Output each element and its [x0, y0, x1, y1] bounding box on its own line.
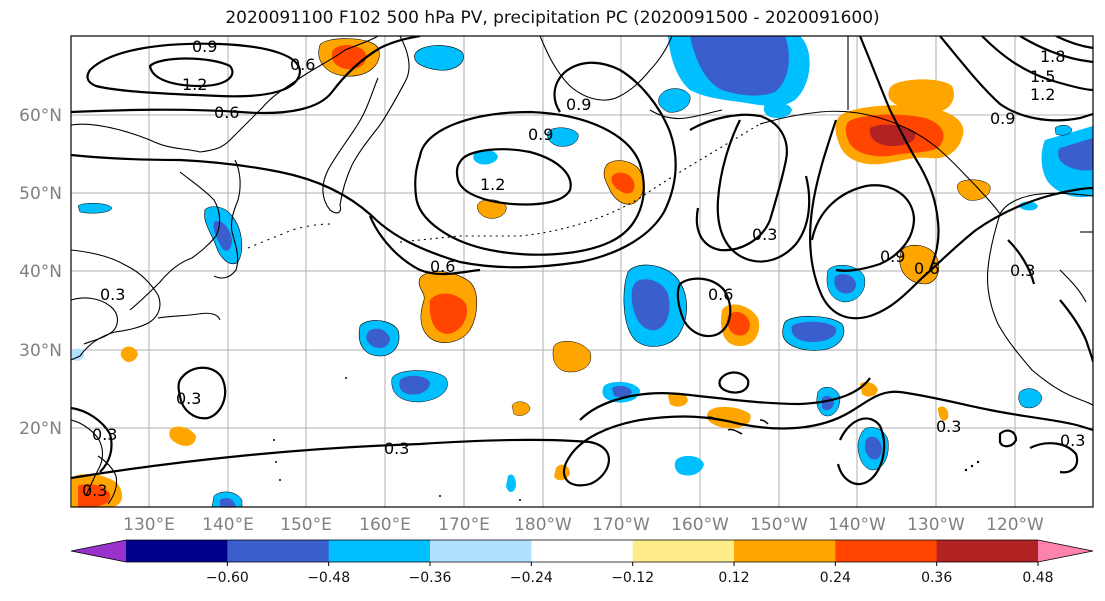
contour-label: 0.9: [880, 247, 905, 266]
contour-label: 0.3: [100, 285, 125, 304]
lon-label: 140°W: [828, 515, 886, 535]
contour-label: 0.3: [1060, 431, 1085, 450]
lon-label: 120°W: [986, 515, 1044, 535]
contour-label: 0.3: [936, 417, 961, 436]
contour-label: 0.3: [384, 439, 409, 458]
colorbar-tick-label: −0.60: [206, 570, 249, 586]
colorbar-tick-label: −0.48: [307, 570, 350, 586]
colorbar: −0.60 −0.48 −0.36 −0.24 −0.12 0.12 0.24 0.36 0.4…: [70, 539, 1094, 586]
colorbar-tick-label: 0.36: [921, 570, 952, 586]
lat-label: 20°N: [19, 419, 62, 439]
lon-label: 130°W: [907, 515, 965, 535]
contour-label: 1.2: [182, 75, 207, 94]
coastlines: [71, 36, 1093, 505]
contour-label: 1.2: [1030, 85, 1055, 104]
longitude-axis: 130°E 140°E 150°E 160°E 170°E 180°W 170°…: [123, 515, 1044, 535]
map-frame: [70, 35, 1094, 508]
colorbar-tick-label: −0.24: [510, 570, 553, 586]
colorbar-extend-high: [1038, 540, 1093, 562]
lon-label: 170°E: [438, 515, 490, 535]
colorbar-tick-label: 0.24: [820, 570, 851, 586]
lon-label: 160°W: [671, 515, 729, 535]
contour-label: 0.6: [430, 257, 455, 276]
lat-label: 40°N: [19, 262, 62, 282]
colorbar-tick-label: −0.12: [611, 570, 654, 586]
contour-label: 0.3: [176, 389, 201, 408]
colorbar-segment: [936, 540, 1039, 562]
lon-label: 160°E: [359, 515, 411, 535]
map-title: 2020091100 F102 500 hPa PV, precipitatio…: [225, 8, 880, 28]
colorbar-tick-label: 0.12: [718, 570, 749, 586]
lon-label: 150°W: [750, 515, 808, 535]
contour-label: 0.9: [192, 37, 217, 56]
lon-label: 140°E: [202, 515, 254, 535]
lon-label: 180°W: [514, 515, 572, 535]
colorbar-segment: [126, 540, 228, 562]
lat-label: 60°N: [19, 106, 62, 126]
contour-label: 0.6: [708, 285, 733, 304]
colorbar-tick-label: 0.48: [1022, 570, 1053, 586]
colorbar-segment: [734, 540, 836, 562]
lon-label: 150°E: [280, 515, 332, 535]
contour-label: 0.3: [92, 425, 117, 444]
contour-label: 0.6: [290, 55, 315, 74]
colorbar-extend-low: [71, 540, 126, 562]
contour-label: 0.9: [528, 125, 553, 144]
precip-anomaly-shading: [72, 36, 1093, 507]
colorbar-segment: [531, 540, 634, 562]
contour-label: 0.9: [990, 109, 1015, 128]
contour-label: 0.3: [82, 481, 107, 500]
islands: [273, 377, 980, 501]
colorbar-segment: [227, 540, 330, 562]
contour-label: 0.6: [914, 259, 939, 278]
lat-label: 50°N: [19, 184, 62, 204]
contour-label: 0.3: [1010, 261, 1035, 280]
contour-label: 1.2: [480, 175, 505, 194]
colorbar-segment: [328, 540, 431, 562]
colorbar-outline: [70, 539, 1094, 563]
contour-label: 0.3: [752, 225, 777, 244]
contour-labels: 0.9 1.2 0.6 0.6 0.9 0.9 1.2 0.6 0.3 0.9 …: [82, 37, 1085, 500]
colorbar-tick-label: −0.36: [409, 570, 452, 586]
colorbar-segment: [835, 540, 938, 562]
lat-label: 30°N: [19, 341, 62, 361]
contour-label: 1.8: [1040, 47, 1065, 66]
contour-label: 0.6: [214, 103, 239, 122]
colorbar-segment: [632, 540, 735, 562]
colorbar-segment: [430, 540, 532, 562]
lon-label: 170°W: [592, 515, 650, 535]
lon-label: 130°E: [123, 515, 175, 535]
pv-contours: [71, 36, 1093, 487]
contour-label: 1.5: [1030, 67, 1055, 86]
latitude-axis: 60°N 50°N 40°N 30°N 20°N: [19, 106, 62, 439]
contour-label: 0.9: [566, 95, 591, 114]
